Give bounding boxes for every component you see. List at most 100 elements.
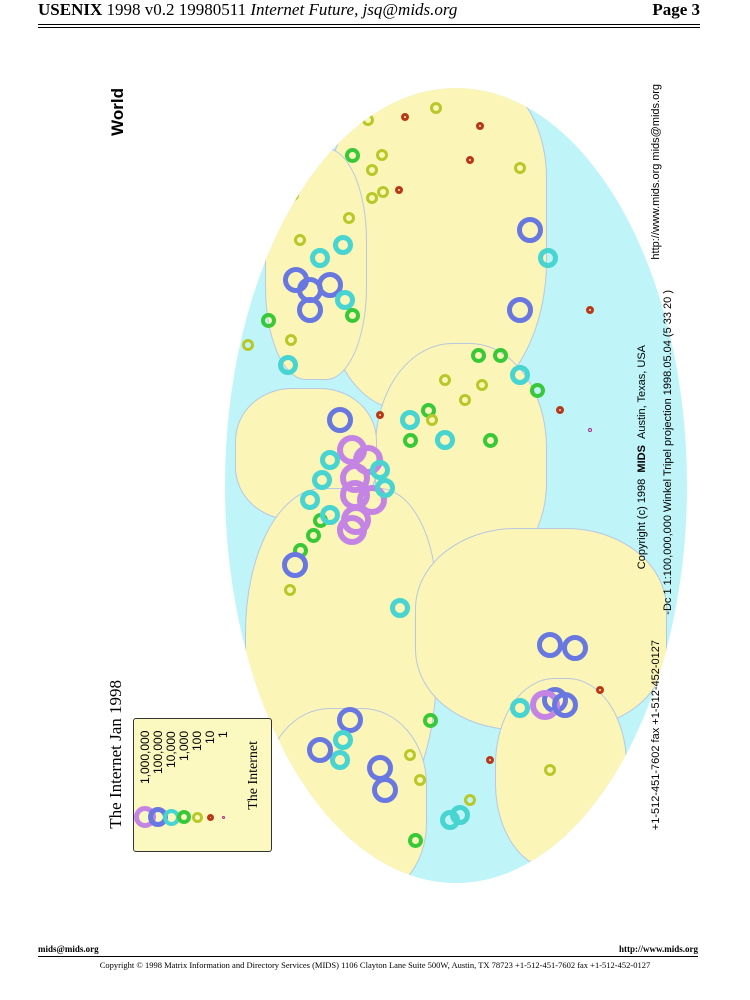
host-marker-icon — [284, 584, 296, 596]
host-marker-icon — [562, 635, 588, 661]
host-marker-icon — [482, 432, 498, 448]
host-marker-icon — [586, 306, 594, 314]
host-marker-icon — [312, 470, 332, 490]
map-contact: http://www.mids.org mids@mids.org — [650, 84, 662, 260]
map-projection: -Dc 1 1:100,000,000 Winkel Tripel projec… — [662, 290, 674, 615]
header-conf: USENIX — [38, 0, 103, 19]
host-marker-icon — [320, 450, 340, 470]
host-marker-icon — [330, 750, 350, 770]
host-marker-icon — [260, 312, 276, 328]
page-header: USENIX 1998 v0.2 19980511 Internet Futur… — [38, 0, 700, 22]
host-marker-icon — [300, 490, 320, 510]
host-marker-icon — [596, 686, 604, 694]
host-marker-icon — [242, 339, 254, 351]
host-marker-icon — [327, 407, 353, 433]
host-marker-icon — [317, 272, 343, 298]
host-marker-icon — [422, 712, 438, 728]
host-marker-icon — [476, 122, 484, 130]
legend-swatch-icon — [177, 810, 191, 824]
host-marker-icon — [510, 365, 530, 385]
host-marker-icon — [510, 698, 530, 718]
host-marker-icon — [464, 794, 476, 806]
copyright-pre: Copyright (c) 1998 — [636, 478, 648, 570]
host-marker-icon — [344, 147, 360, 163]
legend-label: 1,000,000 — [138, 731, 152, 785]
host-marker-icon — [294, 234, 306, 246]
map-copyright: Copyright (c) 1998 MIDS Austin, Texas, U… — [636, 345, 648, 569]
host-marker-icon — [400, 410, 420, 430]
host-marker-icon — [285, 334, 297, 346]
host-marker-icon — [414, 774, 426, 786]
copyright-brand: MIDS — [636, 445, 648, 473]
header-rule — [38, 24, 700, 25]
host-marker-icon — [297, 297, 323, 323]
host-marker-icon — [459, 394, 471, 406]
legend-swatch-icon — [221, 815, 225, 819]
legend-label: 1,000 — [177, 731, 191, 762]
host-marker-icon — [470, 347, 486, 363]
host-marker-icon — [372, 777, 398, 803]
host-marker-icon — [538, 248, 558, 268]
host-marker-icon — [514, 162, 526, 174]
host-marker-icon — [476, 379, 488, 391]
footer-rule — [38, 956, 698, 957]
host-marker-icon — [310, 248, 330, 268]
host-marker-icon — [402, 432, 418, 448]
host-marker-icon — [307, 737, 333, 763]
host-marker-icon — [370, 460, 390, 480]
host-marker-icon — [430, 102, 442, 114]
host-marker-icon — [537, 632, 563, 658]
host-marker-icon — [426, 414, 438, 426]
map-phone: +1-512-451-7602 fax +1-512-452-0127 — [650, 640, 662, 831]
header-rule — [38, 27, 700, 28]
host-marker-icon — [366, 192, 378, 204]
host-marker-icon — [486, 756, 494, 764]
host-marker-icon — [333, 730, 353, 750]
host-marker-icon — [517, 217, 543, 243]
host-marker-icon — [362, 114, 374, 126]
host-marker-icon — [287, 189, 299, 201]
legend-label: 10,000 — [164, 731, 178, 768]
footer-copyright: Copyright © 1998 Matrix Information and … — [99, 960, 651, 970]
host-marker-icon — [305, 527, 321, 543]
host-marker-icon — [337, 707, 363, 733]
host-marker-icon — [377, 186, 389, 198]
host-marker-icon — [404, 749, 416, 761]
host-marker-icon — [529, 382, 545, 398]
legend-label: 100,000 — [151, 731, 165, 775]
map-heading: World — [108, 88, 127, 136]
footer-email[interactable]: mids@mids.org — [38, 944, 99, 954]
host-marker-icon — [375, 478, 395, 498]
host-marker-icon — [282, 552, 308, 578]
host-marker-icon — [344, 307, 360, 323]
host-marker-icon — [320, 505, 340, 525]
host-marker-icon — [507, 297, 533, 323]
host-marker-icon — [552, 692, 578, 718]
host-marker-icon — [395, 186, 403, 194]
legend-swatch-icon — [191, 811, 203, 823]
host-marker-icon — [390, 598, 410, 618]
host-marker-icon — [556, 406, 564, 414]
legend-label: 10 — [203, 731, 217, 745]
header-paper-title: Internet Future, jsq@mids.org — [250, 0, 458, 19]
host-marker-icon — [544, 764, 556, 776]
host-marker-icon — [337, 515, 367, 545]
header-version: 1998 v0.2 19980511 — [106, 0, 247, 19]
host-marker-icon — [283, 267, 309, 293]
header-title: USENIX 1998 v0.2 19980511 Internet Futur… — [38, 0, 457, 20]
legend-swatch-icon — [206, 813, 214, 821]
host-marker-icon — [435, 430, 455, 450]
legend-label: 1 — [216, 731, 230, 738]
map-legend: 1,000,000 100,000 10,000 1,000 100 10 1 The In… — [133, 718, 272, 852]
footer-url[interactable]: http://www.mids.org — [618, 944, 698, 954]
host-marker-icon — [407, 832, 423, 848]
host-marker-icon — [588, 428, 592, 432]
legend-caption: The Internet — [246, 741, 261, 810]
host-marker-icon — [366, 164, 378, 176]
host-marker-icon — [450, 805, 470, 825]
world-map — [225, 88, 687, 883]
host-marker-icon — [333, 235, 353, 255]
host-marker-icon — [439, 374, 451, 386]
host-marker-icon — [335, 290, 355, 310]
host-marker-icon — [357, 485, 387, 515]
